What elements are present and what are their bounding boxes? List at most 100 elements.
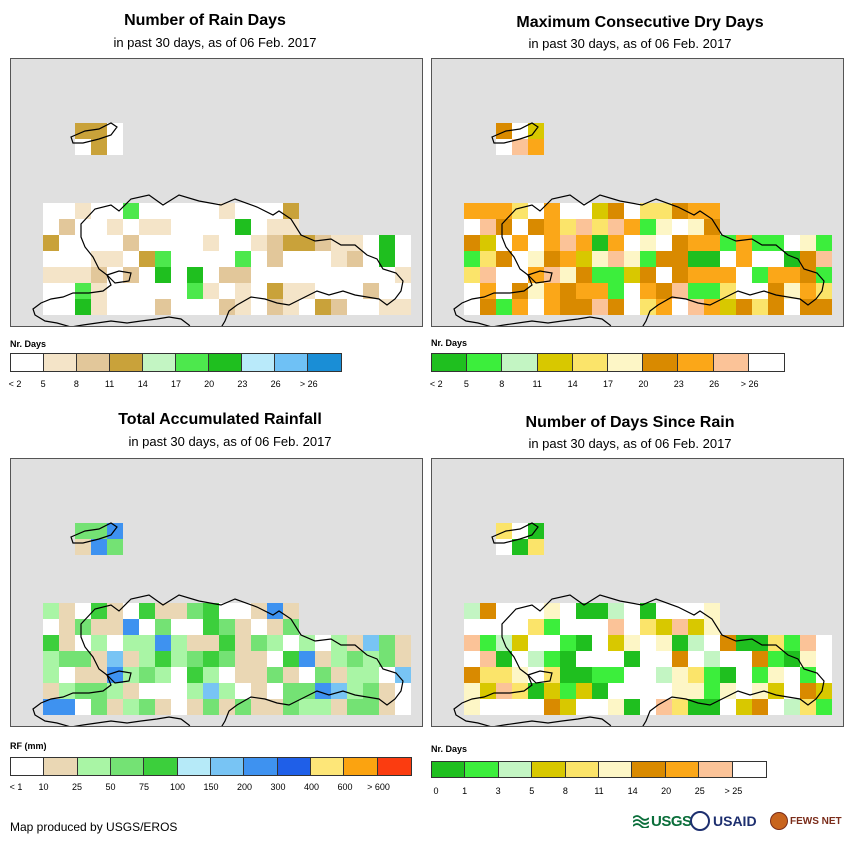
raster-cell — [171, 251, 187, 267]
raster-cell — [656, 699, 672, 715]
raster-cell — [656, 635, 672, 651]
raster-cell — [576, 283, 592, 299]
raster-cell — [672, 251, 688, 267]
legend-swatch — [210, 758, 245, 775]
raster-cell — [640, 651, 656, 667]
raster-cell — [171, 683, 187, 699]
raster-cell — [544, 283, 560, 299]
raster-cell — [576, 619, 592, 635]
raster-cell — [155, 667, 171, 683]
legend-label: 100 — [169, 782, 186, 792]
legend-label: 50 — [105, 782, 116, 792]
raster-cell — [560, 251, 576, 267]
raster-cell — [155, 699, 171, 715]
raster-cell — [480, 251, 496, 267]
panel-3-map[interactable] — [10, 458, 423, 727]
raster-cell — [560, 619, 576, 635]
raster-cell — [347, 251, 363, 267]
raster-cell — [608, 219, 624, 235]
raster-cell — [624, 683, 640, 699]
raster-cell — [331, 267, 347, 283]
raster-cell — [75, 523, 91, 539]
raster-cell — [592, 203, 608, 219]
raster-cell — [331, 683, 347, 699]
raster-cell — [379, 667, 395, 683]
raster-cell — [464, 619, 480, 635]
raster-cell — [736, 667, 752, 683]
raster-cell — [379, 267, 395, 283]
raster-cell — [331, 299, 347, 315]
raster-cell — [592, 619, 608, 635]
raster-cell — [528, 619, 544, 635]
raster-cell — [816, 651, 832, 667]
raster-cell — [139, 635, 155, 651]
panel-4-subtitle: in past 30 days, as of 06 Feb. 2017 — [528, 436, 732, 451]
raster-cell — [187, 619, 203, 635]
raster-cell — [784, 235, 800, 251]
raster-cell — [171, 219, 187, 235]
raster-cell — [496, 603, 512, 619]
raster-cell — [107, 299, 123, 315]
raster-cell — [235, 619, 251, 635]
raster-cell — [347, 635, 363, 651]
raster-cell — [203, 651, 219, 667]
raster-cell — [347, 235, 363, 251]
legend-swatch — [432, 762, 466, 777]
legend-label: 3 — [495, 786, 501, 796]
legend-label: 1 — [462, 786, 468, 796]
panel-2-legend-title: Nr. Days — [431, 338, 468, 348]
panel-3-map-svg — [32, 522, 411, 726]
raster-cell — [528, 699, 544, 715]
raster-cell — [688, 603, 704, 619]
raster-cell — [283, 603, 299, 619]
raster-cell — [528, 635, 544, 651]
raster-cell — [560, 219, 576, 235]
raster-cell — [576, 651, 592, 667]
raster-cell — [672, 683, 688, 699]
raster-cell — [75, 699, 91, 715]
usgs-logo[interactable]: USGS — [633, 808, 692, 834]
raster-cell — [512, 267, 528, 283]
raster-cell — [464, 667, 480, 683]
raster-cell — [672, 235, 688, 251]
raster-cell — [736, 283, 752, 299]
raster-cell — [576, 267, 592, 283]
panel-2-subtitle: in past 30 days, as of 06 Feb. 2017 — [528, 36, 732, 51]
fews-net-logo[interactable]: FEWS NET — [770, 808, 842, 834]
legend-swatch — [665, 762, 700, 777]
legend-label: 11 — [104, 379, 115, 389]
panel-4-map[interactable] — [431, 458, 844, 727]
raster-cell — [107, 635, 123, 651]
raster-cell — [464, 203, 480, 219]
raster-cell — [299, 699, 315, 715]
legend-swatch — [598, 762, 633, 777]
raster-cell — [203, 251, 219, 267]
raster-cell — [464, 219, 480, 235]
raster-cell — [219, 235, 235, 251]
raster-cell — [267, 699, 283, 715]
raster-cell — [608, 251, 624, 267]
raster-cell — [640, 667, 656, 683]
raster-cell — [123, 283, 139, 299]
raster-cell — [624, 635, 640, 651]
legend-swatch — [11, 354, 44, 371]
raster-cell — [704, 251, 720, 267]
raster-cell — [640, 299, 656, 315]
raster-cell — [91, 667, 107, 683]
raster-cell — [480, 635, 496, 651]
panel-1-title: Number of Rain Days — [124, 12, 286, 29]
raster-cell — [363, 283, 379, 299]
tortuga-outline — [491, 522, 539, 544]
raster-cell — [107, 139, 123, 155]
raster-cell — [235, 683, 251, 699]
raster-cell — [496, 251, 512, 267]
raster-cell — [331, 283, 347, 299]
panel-1-map[interactable] — [10, 58, 423, 327]
raster-cell — [59, 651, 75, 667]
raster-cell — [235, 699, 251, 715]
usaid-logo[interactable]: USAID — [690, 808, 757, 834]
raster-cell — [672, 699, 688, 715]
panel-2-map[interactable] — [431, 58, 844, 327]
raster-cell — [251, 651, 267, 667]
raster-cell — [464, 683, 480, 699]
